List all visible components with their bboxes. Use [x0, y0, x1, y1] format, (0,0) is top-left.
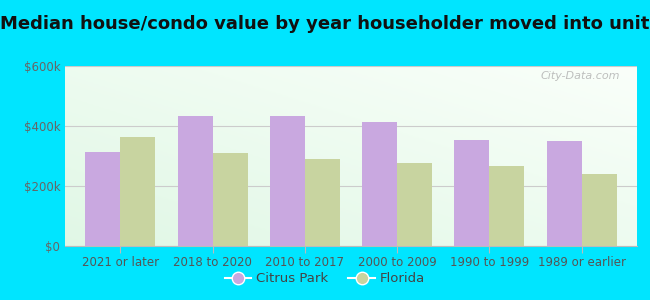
- Legend: Citrus Park, Florida: Citrus Park, Florida: [220, 267, 430, 290]
- Text: Median house/condo value by year householder moved into unit: Median house/condo value by year househo…: [0, 15, 650, 33]
- Bar: [397, 163, 432, 246]
- Text: City-Data.com: City-Data.com: [540, 71, 620, 81]
- Bar: [489, 166, 525, 246]
- Bar: [362, 122, 397, 246]
- Bar: [582, 174, 617, 246]
- Bar: [454, 140, 489, 246]
- Bar: [213, 153, 248, 246]
- Bar: [270, 116, 305, 246]
- Bar: [120, 136, 155, 246]
- Bar: [85, 152, 120, 246]
- Bar: [547, 141, 582, 246]
- Bar: [305, 159, 340, 246]
- Bar: [177, 116, 213, 246]
